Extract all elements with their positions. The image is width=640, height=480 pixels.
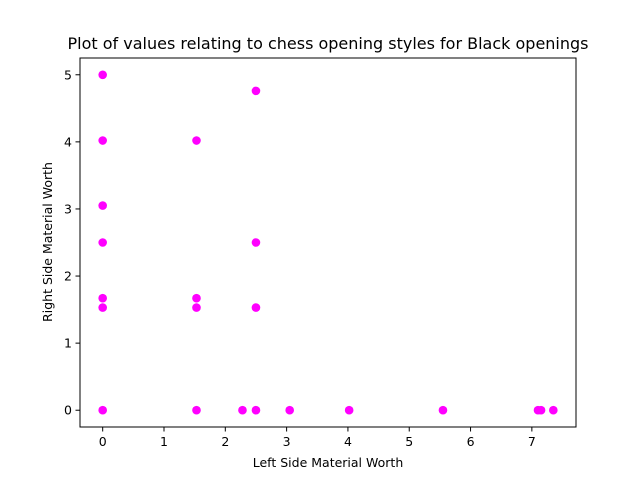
data-point-6: [98, 405, 107, 415]
y-axis-label: Right Side Material Worth: [40, 162, 55, 322]
x-tick-label: 3: [283, 434, 291, 449]
data-point-5: [98, 303, 107, 312]
data-point-17: [344, 405, 354, 415]
y-tick-label: 1: [64, 336, 72, 351]
x-tick-label: 0: [99, 434, 107, 449]
x-tick-label: 2: [221, 434, 229, 449]
plot-area-frame: [79, 57, 577, 428]
data-point-13: [251, 303, 261, 312]
y-tick-label: 3: [64, 201, 72, 216]
x-tick-label: 5: [405, 434, 413, 449]
data-point-3: [98, 238, 107, 247]
y-tick-label: 0: [64, 403, 72, 418]
data-point-20: [536, 405, 546, 415]
x-tick-label: 1: [160, 434, 168, 449]
data-point-21: [549, 405, 558, 415]
y-tick-label: 2: [64, 269, 72, 284]
data-point-9: [192, 303, 201, 312]
data-point-8: [192, 293, 201, 303]
chart-title: Plot of values relating to chess opening…: [68, 34, 589, 53]
data-point-7: [192, 136, 201, 145]
data-point-15: [238, 405, 247, 415]
y-axis-ticks: 0 1 2 3 4 5: [64, 67, 80, 418]
data-point-11: [251, 86, 261, 96]
data-point-14: [251, 405, 261, 415]
x-tick-label: 6: [467, 434, 475, 449]
y-tick-label: 4: [64, 134, 72, 149]
data-point-16: [285, 405, 294, 415]
x-tick-label: 7: [528, 434, 536, 449]
x-tick-label: 4: [344, 434, 352, 449]
x-axis-label: Left Side Material Worth: [253, 455, 404, 470]
x-axis-ticks: 0 1 2 3 4 5 6 7: [99, 427, 536, 449]
data-point-4: [98, 293, 107, 303]
data-point-12: [251, 238, 261, 247]
data-point-10: [192, 405, 201, 415]
data-point-0: [98, 70, 107, 80]
y-tick-label: 5: [64, 67, 72, 82]
data-point-2: [98, 201, 107, 210]
data-point-1: [98, 136, 107, 145]
data-points: [98, 70, 558, 415]
data-point-18: [438, 405, 448, 415]
